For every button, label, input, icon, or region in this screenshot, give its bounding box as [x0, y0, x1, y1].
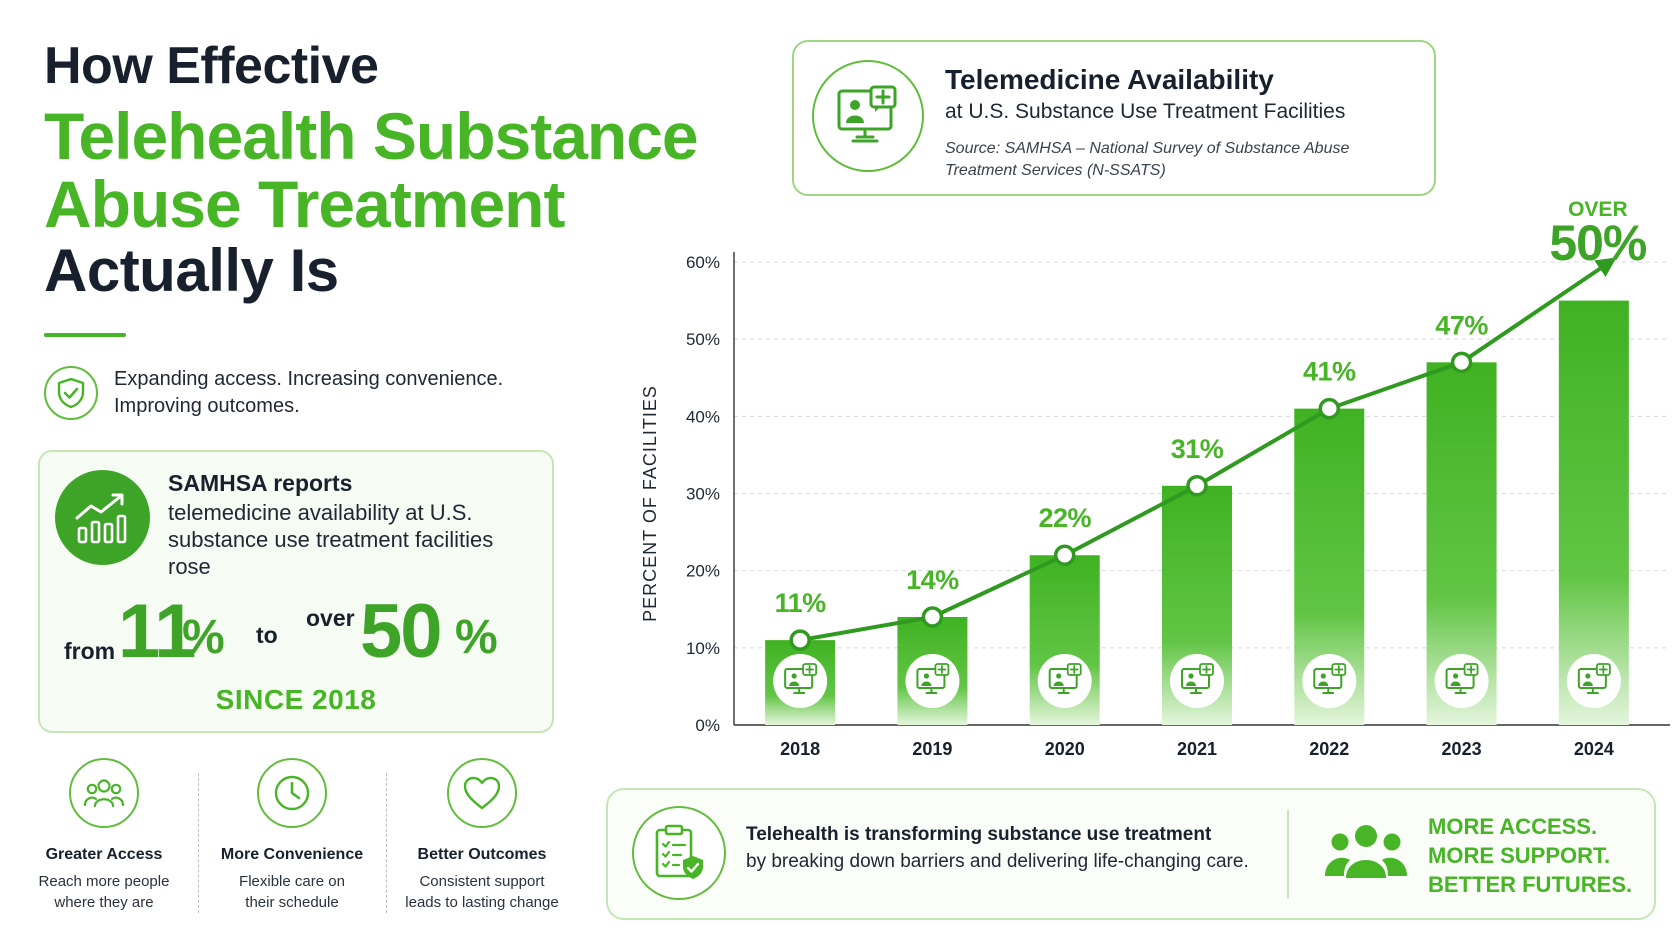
benefit-more-convenience: More Convenience Flexible care on their … [202, 758, 382, 913]
people-group-icon [1325, 825, 1407, 878]
chart-subtitle: at U.S. Substance Use Treatment Faciliti… [945, 100, 1346, 123]
y-tick-label: 60% [686, 253, 720, 272]
x-tick-label: 2024 [1574, 739, 1614, 759]
data-label: 22% [1038, 503, 1091, 533]
clipboard-shield-icon [632, 806, 726, 900]
slogan-line-1: MORE ACCESS. [1428, 814, 1598, 839]
data-label: 14% [906, 565, 959, 595]
monitor-badge-icon [1566, 654, 1621, 708]
benefit-desc-line-2: where they are [54, 894, 154, 911]
tagline: Expanding access. Increasing convenience… [114, 368, 504, 417]
data-point-2020 [1053, 544, 1076, 566]
from-percent-sign: % [182, 611, 225, 664]
monitor-badge-icon [1037, 654, 1092, 708]
clock-icon [257, 758, 327, 828]
from-word: from [64, 638, 116, 664]
slogan-line-2: MORE SUPPORT. [1428, 843, 1611, 868]
footer-body: by breaking down barriers and delivering… [746, 851, 1249, 872]
slogan: MORE ACCESS. MORE SUPPORT. BETTER FUTURE… [1428, 812, 1632, 899]
x-tick-label: 2018 [780, 739, 820, 759]
shield-check-icon [44, 366, 98, 420]
data-label: 11% [775, 588, 827, 618]
to-word: to [256, 622, 278, 648]
people-group-icon [69, 758, 139, 828]
data-label: 41% [1303, 357, 1356, 387]
title-line-3: Abuse Treatment [44, 167, 565, 241]
chart-source: Source: SAMHSA – National Survey of Subs… [945, 140, 1350, 179]
to-percent-sign: % [455, 611, 498, 664]
y-tick-label: 40% [686, 407, 720, 426]
benefit-greater-access: Greater Access Reach more people where t… [14, 758, 194, 913]
footer-divider [1287, 810, 1289, 898]
data-label: 31% [1171, 434, 1224, 464]
y-axis-label: PERCENT OF FACILITIES [640, 385, 660, 622]
data-label-prefix: OVER [1568, 198, 1628, 221]
footer-card [606, 788, 1656, 920]
heart-icon [447, 758, 517, 828]
benefit-title: Better Outcomes [417, 846, 547, 863]
x-tick-label: 2020 [1045, 739, 1085, 759]
benefit-divider [386, 773, 387, 913]
data-point-2018 [789, 629, 811, 651]
y-tick-label: 30% [686, 485, 720, 504]
title-underline [44, 333, 126, 337]
benefit-title: Greater Access [45, 846, 163, 863]
title-line-4: Actually Is [44, 237, 339, 304]
data-point-2023 [1450, 351, 1473, 374]
benefit-title: More Convenience [220, 846, 364, 863]
monitor-badge-icon [905, 654, 960, 708]
x-tick-label: 2023 [1442, 739, 1482, 759]
x-tick-label: 2019 [912, 739, 952, 759]
chart-title: Telemedicine Availability [945, 64, 1274, 95]
samhsa-body: telemedicine availability at U.S. substa… [168, 500, 494, 579]
data-point-2021 [1186, 475, 1208, 497]
telemedicine-monitor-icon [812, 60, 924, 172]
y-tick-label: 0% [695, 716, 720, 735]
benefit-better-outcomes: Better Outcomes Consistent support leads… [392, 758, 572, 913]
x-tick-label: 2021 [1177, 739, 1217, 759]
benefit-description: Consistent support leads to lasting chan… [392, 871, 572, 913]
samhsa-heading: SAMHSA reports [168, 470, 353, 496]
title-line-2: Telehealth Substance [44, 99, 699, 173]
data-point-2022 [1318, 397, 1341, 420]
footer-heading: Telehealth is transforming substance use… [746, 824, 1212, 845]
telemedicine-bar-chart: 0% 10% 20% 30% 40% 50% 60% PERCENT OF FACILITIE… [640, 198, 1670, 759]
benefit-desc-line-1: Flexible care on [239, 873, 345, 890]
over-word: over [306, 605, 355, 631]
data-label: 50% [1549, 215, 1647, 271]
data-point-2019 [921, 606, 944, 628]
since-label: SINCE 2018 [215, 684, 377, 715]
monitor-badge-icon [1170, 654, 1224, 708]
x-tick-label: 2022 [1309, 739, 1349, 759]
benefit-desc-line-1: Consistent support [419, 873, 545, 890]
monitor-badge-icon [1302, 654, 1357, 708]
growth-chart-icon [55, 470, 150, 565]
benefit-description: Flexible care on their schedule [202, 871, 382, 913]
from-value: 11 [118, 589, 196, 674]
data-label: 47% [1435, 310, 1488, 340]
benefit-desc-line-2: their schedule [245, 894, 339, 911]
title-line-1: How Effective [44, 37, 379, 95]
benefit-description: Reach more people where they are [14, 871, 194, 913]
benefit-divider [198, 773, 199, 913]
slogan-line-3: BETTER FUTURES. [1428, 872, 1633, 897]
to-value: 50 [360, 589, 443, 674]
monitor-badge-icon [773, 654, 828, 708]
y-tick-label: 10% [686, 639, 720, 658]
benefit-desc-line-2: leads to lasting change [405, 894, 559, 911]
y-tick-label: 20% [686, 562, 720, 581]
monitor-badge-icon [1434, 654, 1489, 708]
benefit-desc-line-1: Reach more people [38, 873, 170, 890]
y-tick-label: 50% [686, 330, 720, 349]
